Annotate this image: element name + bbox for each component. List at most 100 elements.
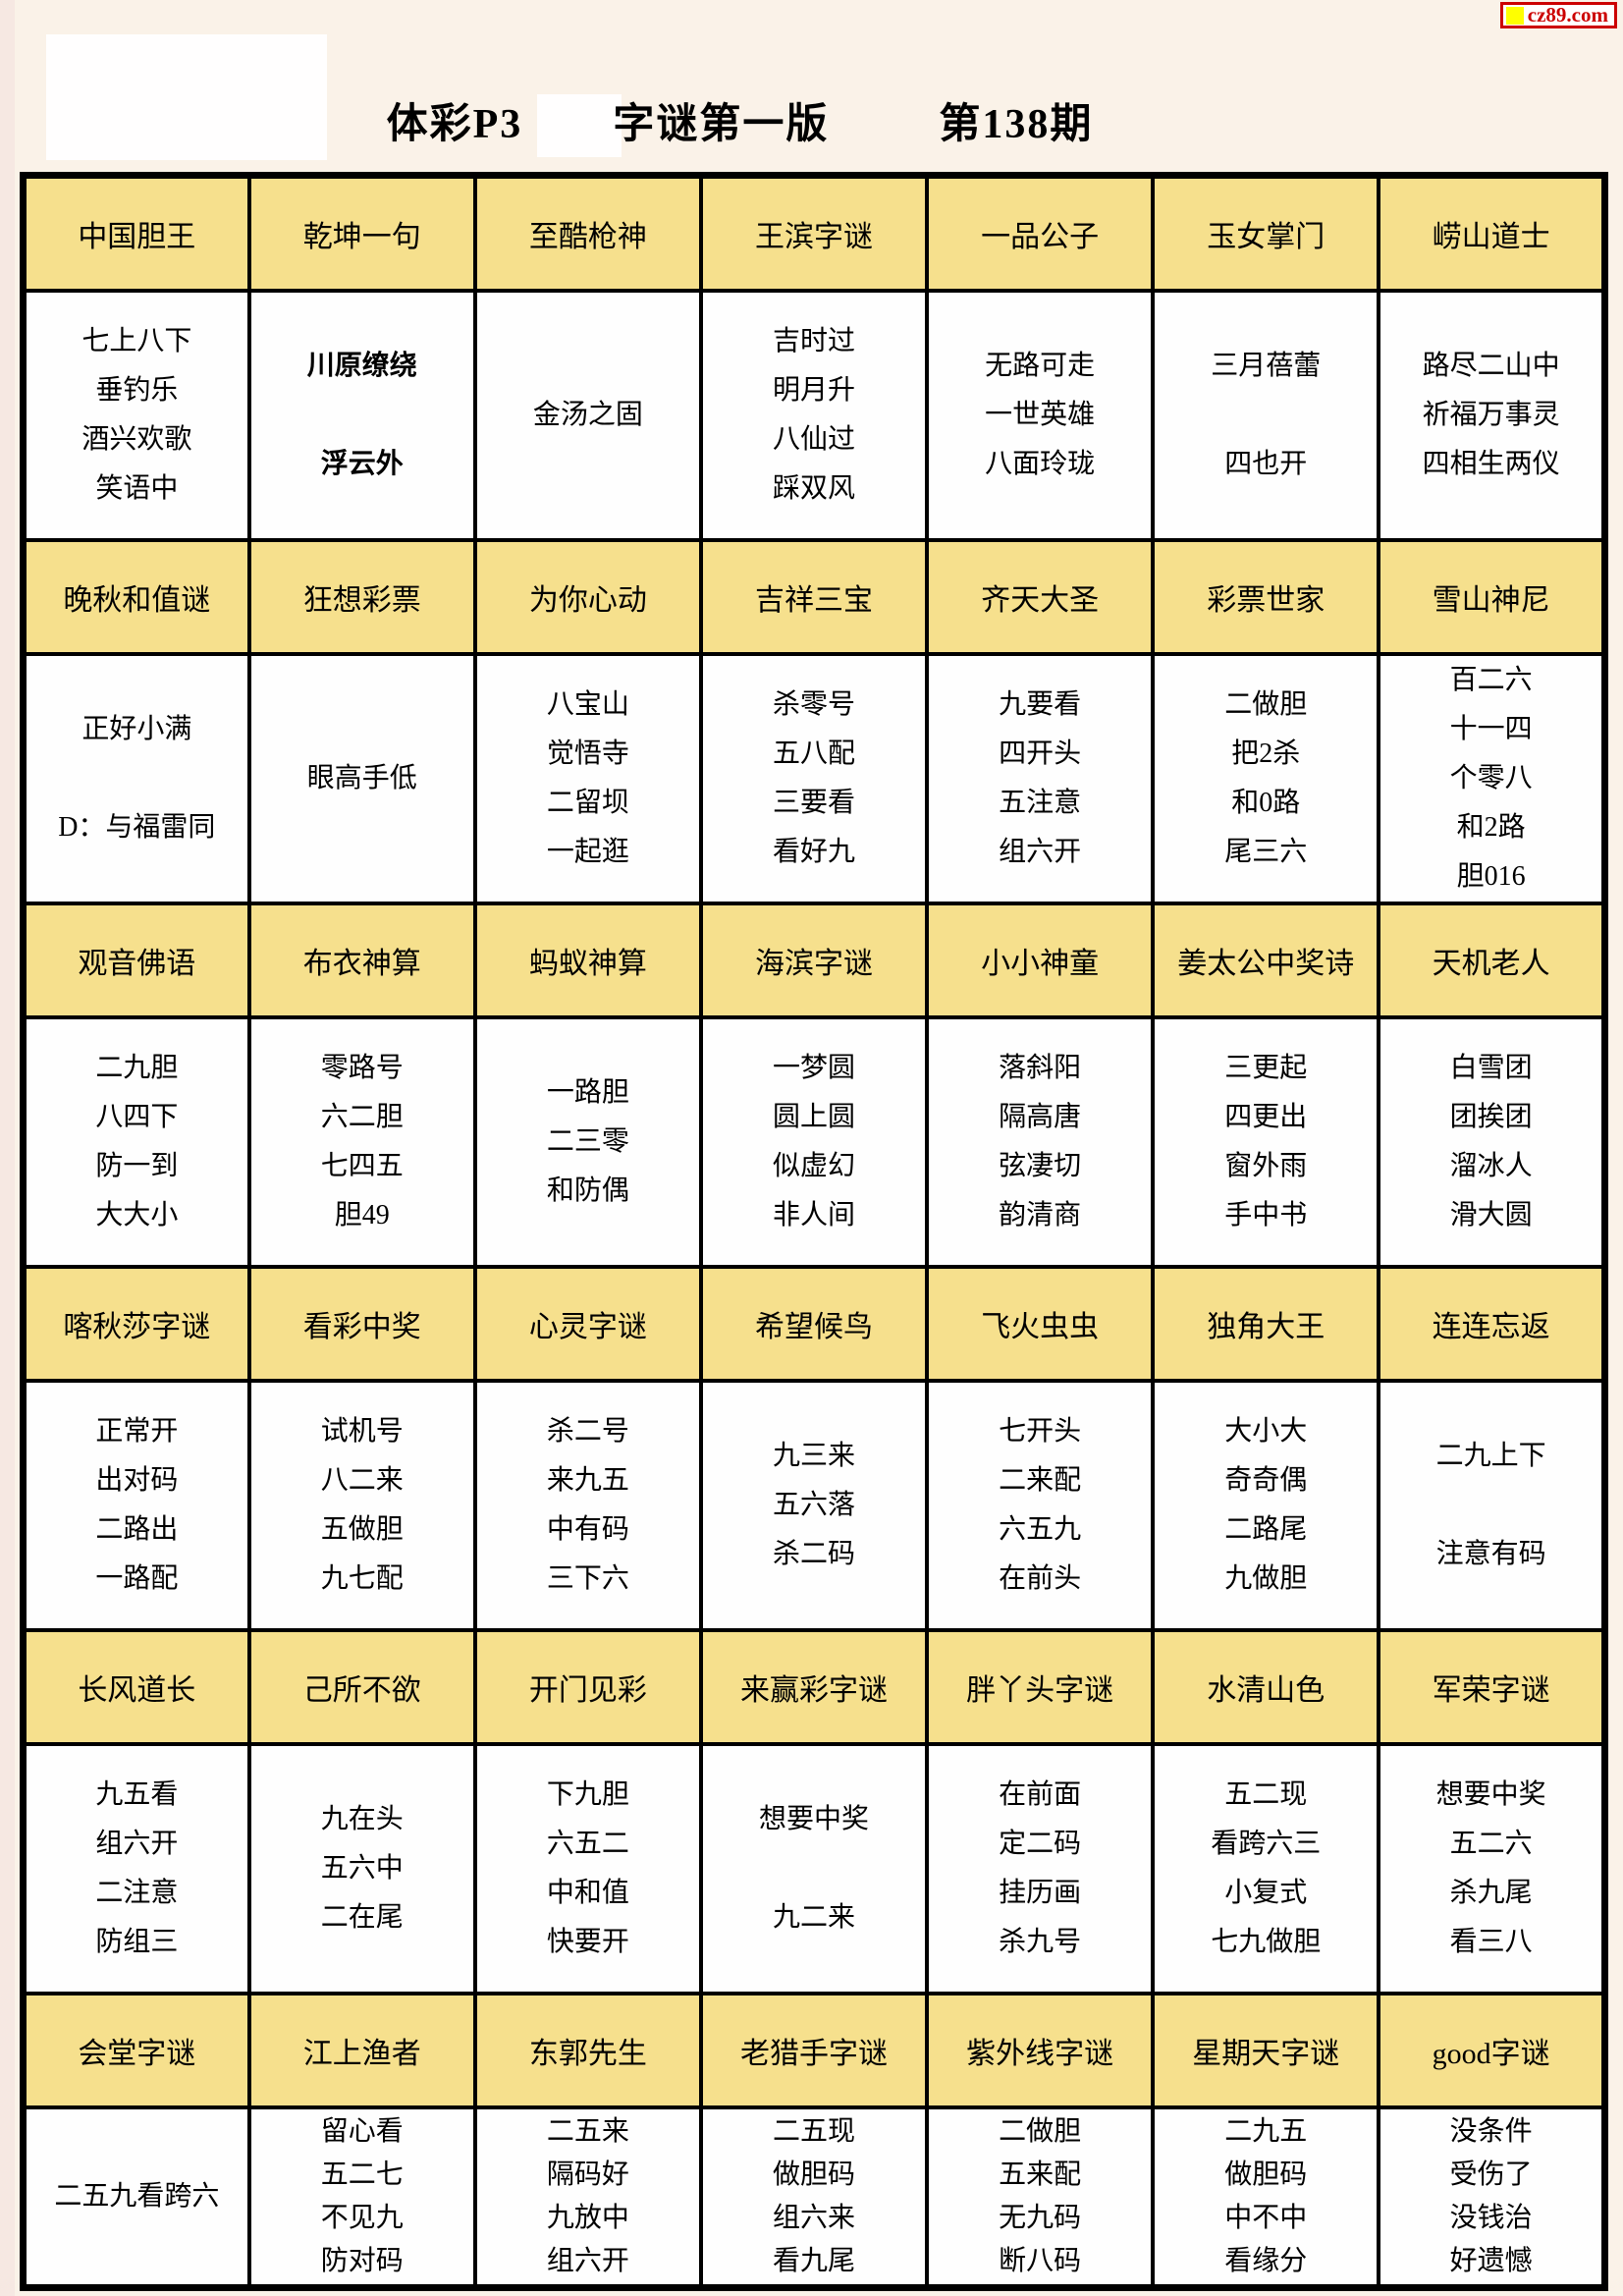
cell-line: 五做胆	[320, 1514, 404, 1545]
cell-line: 一路配	[95, 1563, 179, 1594]
header-cell: 水清山色	[1151, 1628, 1381, 1746]
cell-line: 没条件	[1449, 2116, 1533, 2147]
header-cell: 天机老人	[1377, 902, 1607, 1019]
cell-line: 组六开	[95, 1829, 179, 1859]
cell-line: 眼高手低	[306, 763, 417, 793]
cell-line: 大大小	[95, 1200, 179, 1230]
cell-line: 五六落	[772, 1490, 855, 1520]
cell-line: 三月蓓蕾	[1211, 351, 1322, 381]
cell-line: 大小大	[1224, 1416, 1308, 1447]
cell-line: 五六中	[320, 1853, 404, 1884]
cell-line: 组六开	[999, 837, 1082, 867]
content-cell: 想要中奖 五二六 杀九尾 看三八	[1377, 1742, 1607, 1995]
cell-line: 杀九号	[999, 1927, 1082, 1957]
section-content-row: 九五看 组六开 二注意 防组三 九在头 五六中 二在尾 下九胆 六五二 中和值 快要开 想要中奖 九二来…	[21, 1742, 1607, 1995]
content-cell: 没条件 受伤了 没钱治 好遗憾	[1377, 2105, 1607, 2290]
content-cell: 二五来 隔码好 九放中 组六开	[472, 2105, 703, 2290]
cell-line: 二在尾	[320, 1902, 404, 1933]
header-cell: 飞火虫虫	[925, 1265, 1156, 1383]
page-title: 体彩P3 字谜第一版 第138期	[0, 90, 1480, 150]
cell-line: 五二七	[320, 2159, 404, 2190]
section-header-row: 长风道长 己所不欲 开门见彩 来赢彩字谜 胖丫头字谜 水清山色 军荣字谜	[21, 1628, 1607, 1746]
cell-line: 一路胆	[546, 1077, 629, 1108]
section-content-row: 七上八下 垂钓乐 酒兴欢歌 笑语中 川原缭绕 浮云外 金汤之固 吉时过 明月升 八仙过 踩双风 无路可…	[21, 289, 1607, 542]
content-cell: 眼高手低	[246, 652, 477, 905]
cell-line: 看三八	[1449, 1927, 1533, 1957]
cell-line: 四开头	[999, 738, 1082, 769]
cell-line: 防一到	[95, 1151, 179, 1181]
cell-line: 和防偶	[546, 1175, 629, 1206]
cell-line: 正好小满	[81, 714, 192, 744]
section-header-row: 会堂字谜 江上渔者 东郭先生 老猎手字谜 紫外线字谜 星期天字谜 good字谜	[21, 1992, 1607, 2109]
cell-line: 六二胆	[320, 1102, 404, 1132]
content-cell: 无路可走 一世英雄 八面玲珑	[925, 289, 1156, 542]
section-content-row: 二九胆 八四下 防一到 大大小 零路号 六二胆 七四五 胆49 一路胆 二三零 和防偶 一梦圆 圆上圆似…	[21, 1015, 1607, 1269]
cell-line: 和2路	[1456, 812, 1526, 843]
content-cell: 留心看 五二七 不见九 防对码	[246, 2105, 477, 2290]
content-cell: 二九上下 注意有码	[1377, 1379, 1607, 1632]
section-content-row: 二五九看跨六 留心看 五二七 不见九 防对码 二五来 隔码好 九放中 组六开 二五现 做胆码 组六来看…	[21, 2105, 1607, 2290]
cell-line: 胆49	[334, 1200, 390, 1230]
cell-line: 和0路	[1231, 788, 1301, 818]
cell-line: 垂钓乐	[95, 375, 179, 406]
cell-line: 似虚幻	[772, 1151, 855, 1181]
cell-line: 二九上下	[1435, 1441, 1546, 1471]
header-cell: 观音佛语	[21, 902, 251, 1019]
header-cell: 齐天大圣	[925, 538, 1156, 656]
section-content-row: 正好小满 D：与福雷同 眼高手低 八宝山 觉悟寺 二留坝 一起逛 杀零号 五八配 三要看 看好九 九要…	[21, 652, 1607, 905]
header-cell: 胖丫头字谜	[925, 1628, 1156, 1746]
cell-line: 尾三六	[1224, 837, 1308, 867]
header-cell: 老猎手字谜	[698, 1992, 930, 2109]
cell-line: 留心看	[320, 2116, 404, 2147]
header-cell: 东郭先生	[472, 1992, 703, 2109]
cell-line: 七四五	[320, 1151, 404, 1181]
cell-line: 非人间	[772, 1200, 855, 1230]
cell-line: 试机号	[320, 1416, 404, 1447]
header-cell: 崂山道士	[1377, 173, 1607, 293]
header-cell: 看彩中奖	[246, 1265, 477, 1383]
cell-line: 无九码	[999, 2203, 1082, 2233]
content-cell: 杀二号 来九五 中有码 三下六	[472, 1379, 703, 1632]
cell-line: 五八配	[772, 738, 855, 769]
cell-line: 杀二号	[546, 1416, 629, 1447]
cell-line: 二九五	[1224, 2116, 1308, 2147]
content-cell: 七开头 二来配 六五九 在前头	[925, 1379, 1156, 1632]
content-cell: 二九五 做胆码 中不中 看缘分	[1151, 2105, 1381, 2290]
content-cell: 下九胆 六五二 中和值 快要开	[472, 1742, 703, 1995]
cell-line: 八四下	[95, 1102, 179, 1132]
header-cell: 会堂字谜	[21, 1992, 251, 2109]
content-cell: 二九胆 八四下 防一到 大大小	[21, 1015, 251, 1269]
cell-line: 明月升	[772, 375, 855, 406]
cell-line: 弦凄切	[999, 1151, 1082, 1181]
content-cell: 白雪团 团挨团 溜冰人 滑大圆	[1377, 1015, 1607, 1269]
cell-line: 组六来	[772, 2203, 855, 2233]
cell-line: 二做胆	[999, 2116, 1082, 2147]
cell-line: 想要中奖	[758, 1804, 869, 1834]
header-cell: 姜太公中奖诗	[1151, 902, 1381, 1019]
cell-line: 四相生两仪	[1422, 449, 1560, 479]
content-cell: 九要看 四开头 五注意 组六开	[925, 652, 1156, 905]
content-cell: 一梦圆 圆上圆 似虚幻 非人间	[698, 1015, 930, 1269]
cell-line: 踩双风	[772, 473, 855, 504]
cell-line: 三要看	[772, 788, 855, 818]
cell-line: 隔高唐	[999, 1102, 1082, 1132]
cell-line: 九做胆	[1224, 1563, 1308, 1594]
cell-line: 三下六	[546, 1563, 629, 1594]
cell-line: 注意有码	[1435, 1539, 1546, 1569]
title-issue-number: 第138期	[939, 102, 1094, 147]
title-lottery-name: 体彩P3	[386, 102, 523, 147]
cell-line: 九七配	[320, 1563, 404, 1594]
header-cell: 玉女掌门	[1151, 173, 1381, 293]
cell-line: 二来配	[999, 1465, 1082, 1496]
title-edition: 字谜第一版	[613, 102, 830, 147]
section-header-row: 观音佛语 布衣神算 蚂蚁神算 海滨字谜 小小神童 姜太公中奖诗 天机老人	[21, 902, 1607, 1019]
content-cell: 杀零号 五八配 三要看 看好九	[698, 652, 930, 905]
cell-line: 二五九看跨六	[54, 2181, 220, 2212]
cell-line: 挂历画	[999, 1878, 1082, 1908]
header-cell: 希望候鸟	[698, 1265, 930, 1383]
cell-line: 杀九尾	[1449, 1878, 1533, 1908]
cell-line	[1157, 391, 1375, 440]
cell-line: 五来配	[999, 2159, 1082, 2190]
header-cell: 心灵字谜	[472, 1265, 703, 1383]
cell-line: 八面玲珑	[985, 449, 1096, 479]
